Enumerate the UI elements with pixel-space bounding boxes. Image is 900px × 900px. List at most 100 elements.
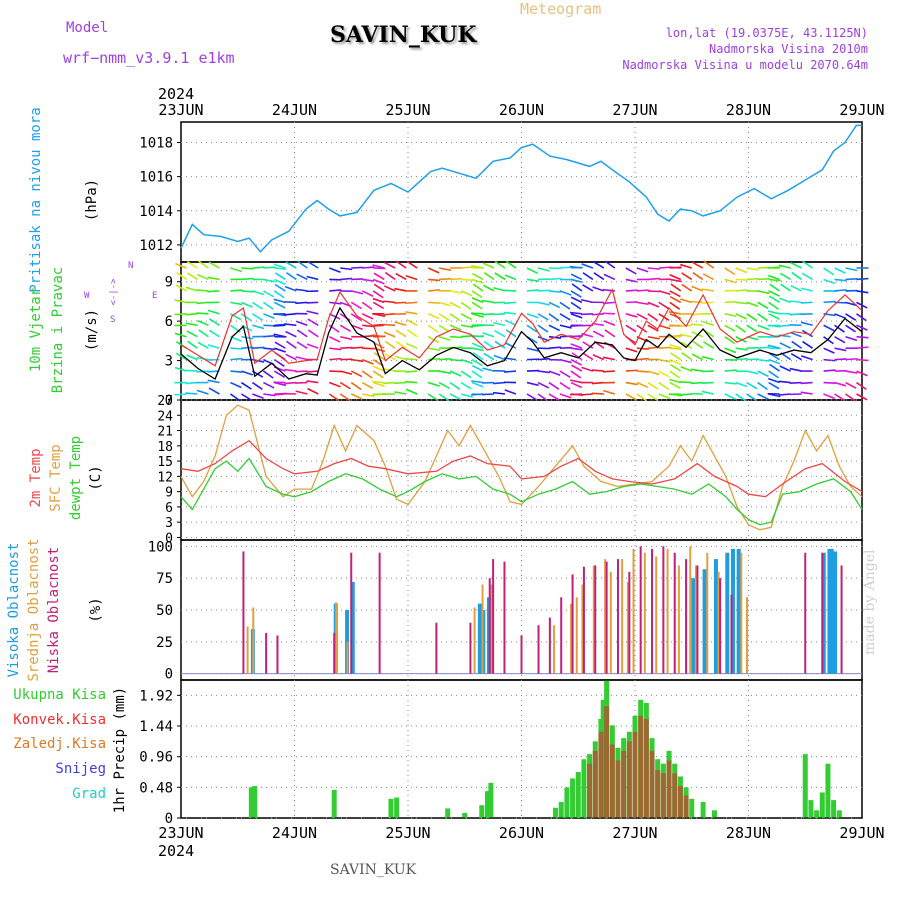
wind-arrow — [692, 340, 704, 349]
wind-arrow — [306, 370, 319, 373]
wind-arrow — [746, 324, 758, 333]
precip-ytick-label: 0.48 — [139, 780, 173, 796]
wind-arrow — [724, 381, 737, 385]
cloud-bar — [553, 625, 556, 674]
wind-arrow — [395, 329, 407, 338]
wind-arrow — [537, 370, 550, 374]
wind-arrow — [636, 324, 648, 333]
wind-arrow — [571, 364, 583, 372]
wind-arrow — [625, 267, 637, 275]
cloud-bar — [378, 552, 381, 674]
wind-arrow — [592, 286, 605, 292]
wind-arrow — [569, 265, 583, 269]
wind-arrow — [372, 380, 385, 384]
wind-arrow — [339, 381, 351, 390]
cloud-bar — [651, 548, 654, 674]
wind-arrow — [427, 347, 441, 352]
wind-arrow — [295, 381, 308, 384]
precip-total-bar — [252, 786, 258, 818]
wind-arrow — [856, 358, 869, 362]
cloud-bar — [713, 559, 718, 674]
wind-arrow — [471, 290, 483, 299]
wind-arrow — [690, 368, 703, 372]
wind-arrow — [790, 284, 802, 292]
wind-arrow — [329, 347, 342, 351]
precip-conv-bar — [609, 744, 615, 818]
cloud-bar — [435, 622, 438, 674]
wind-arrow — [207, 370, 220, 373]
wind-arrow — [405, 275, 418, 281]
wind-arrow — [845, 267, 858, 272]
wind-arrow — [438, 267, 452, 272]
wind-arrow — [636, 313, 648, 321]
wind-arrow — [701, 288, 714, 292]
wind-arrow — [306, 301, 319, 304]
wind-arrow — [483, 284, 495, 292]
wind-arrow — [625, 369, 638, 372]
wind-arrow — [789, 381, 802, 385]
wind-arrow — [582, 352, 594, 361]
wind-arrow — [471, 312, 484, 315]
wind-arrow — [274, 278, 286, 286]
wind-arrow — [340, 370, 353, 375]
wind-arrow — [681, 283, 693, 292]
temperature-ytick-label: 27 — [157, 394, 173, 409]
wind-arrow — [362, 266, 375, 269]
wind-arrow — [175, 352, 187, 361]
wind-arrow — [856, 370, 868, 377]
wind-arrow — [471, 301, 483, 310]
wind-arrow — [680, 263, 692, 269]
cloud-ytick-label: 100 — [148, 539, 173, 555]
cloud-bar — [840, 565, 843, 674]
wind-arrow — [834, 358, 847, 361]
wind-arrow — [362, 324, 375, 328]
wind-arrow — [251, 301, 263, 310]
wind-arrow — [383, 313, 396, 316]
wind-arrow — [735, 313, 747, 320]
wind-arrow — [196, 301, 209, 305]
cloud-bar — [594, 565, 597, 674]
wind-arrow — [383, 300, 396, 304]
wind-arrow — [241, 277, 254, 281]
wind-arrow — [724, 278, 737, 284]
wind-arrow — [384, 271, 396, 281]
wind-arrow — [681, 352, 693, 361]
precip-total-bar — [570, 778, 576, 818]
wind-arrow — [746, 267, 759, 271]
wind-arrow — [494, 260, 506, 269]
wind-arrow — [647, 381, 659, 390]
wind-arrow — [471, 358, 483, 367]
wind-arrow — [252, 346, 265, 349]
cloud-bar — [503, 561, 506, 674]
cloud-bar — [833, 551, 838, 674]
precip-total-bar — [553, 807, 559, 818]
wind-arrow — [460, 301, 472, 310]
wind-arrow — [768, 358, 781, 365]
wind-arrow — [834, 278, 847, 282]
wind-arrow — [669, 343, 682, 349]
wind-arrow — [471, 334, 484, 338]
wind-arrow — [284, 323, 297, 327]
precip-legend-item: Snijeg — [55, 761, 106, 777]
wind-arrow — [570, 381, 583, 389]
wind-arrow — [856, 346, 869, 349]
wind-arrow — [636, 393, 648, 402]
wind-arrow — [273, 290, 285, 299]
wind-arrow — [669, 274, 682, 281]
wind-arrow — [768, 295, 781, 304]
wind-arrow — [439, 277, 452, 281]
cloud-bar — [655, 556, 658, 674]
precip-total-bar — [814, 810, 820, 818]
wind-arrow — [241, 267, 254, 270]
cloud-ylabel-3: Niska Oblacnost — [46, 547, 62, 673]
wind-arrow — [580, 313, 593, 316]
precip-conv-bar — [660, 773, 666, 818]
wind-arrow — [208, 261, 220, 269]
precip-total-bar — [711, 810, 717, 818]
precip-total-bar — [479, 805, 485, 818]
wind-arrow — [735, 357, 748, 361]
temperature-ytick-label: 21 — [157, 425, 173, 440]
precip-total-bar — [445, 808, 451, 818]
wind-arrow — [591, 313, 604, 316]
